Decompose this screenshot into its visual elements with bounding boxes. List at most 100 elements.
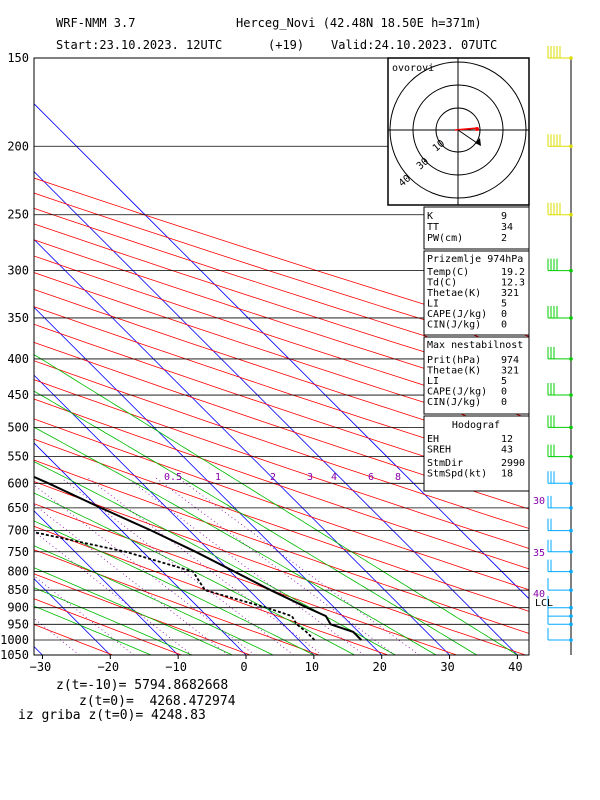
mixing-ratio-line bbox=[34, 484, 256, 655]
footer-line-2: z(t=0)= 4268.472974 bbox=[79, 694, 236, 709]
stability-panels: K 9 TT 34 PW(cm) 2 Prizemlje 974hPa Temp(C) 19.2… bbox=[423, 206, 530, 492]
max-unstable-1-label: Thetae(K) bbox=[427, 366, 481, 377]
temperature-axis: −30 −20 −10 0 10 20 30 40 bbox=[30, 655, 523, 674]
pressure-tick-label: 600 bbox=[7, 476, 29, 490]
temperature-tick-label: −10 bbox=[165, 660, 187, 674]
max-unstable-4-value: 0 bbox=[501, 397, 507, 408]
temperature-tick-label: 30 bbox=[440, 660, 454, 674]
surface-5-value: 0 bbox=[501, 320, 507, 331]
moist-adiabat-line bbox=[34, 492, 355, 655]
pressure-tick-label: 300 bbox=[7, 264, 29, 278]
hodo-param-0-label: EH bbox=[427, 434, 439, 445]
hodo-param-3-label: StmSpd(kt) bbox=[427, 469, 487, 480]
pressure-tick-label: 1050 bbox=[0, 648, 29, 662]
max-unstable-0-value: 974 bbox=[501, 355, 519, 366]
dry-adiabat-line bbox=[34, 549, 320, 655]
max-unstable-2-value: 5 bbox=[501, 376, 507, 387]
mixing-ratio-label: 8 bbox=[395, 472, 401, 483]
mixing-ratio-label: 0.5 bbox=[164, 472, 182, 483]
mixing-ratio-label: 2 bbox=[270, 472, 276, 483]
mixing-ratio-line bbox=[34, 504, 229, 655]
hodograph-title: ovorovi bbox=[392, 63, 434, 74]
pressure-tick-label: 150 bbox=[7, 51, 29, 65]
temperature-profile bbox=[34, 475, 363, 641]
lead-time: (+19) bbox=[268, 38, 304, 52]
max-unstable-1-value: 321 bbox=[501, 366, 519, 377]
pressure-tick-label: 1000 bbox=[0, 633, 29, 647]
isotherm-line bbox=[34, 171, 518, 655]
moist-adiabat-line bbox=[34, 545, 274, 655]
pressure-tick-label: 650 bbox=[7, 501, 29, 515]
model-title: WRF-NMM 3.7 bbox=[56, 16, 135, 30]
hodograph-panel: ovorovi 10 30 40 bbox=[387, 57, 530, 206]
isotherm-line bbox=[34, 238, 450, 655]
moist-adiabat-line bbox=[34, 390, 477, 655]
index-0-value: 9 bbox=[501, 211, 507, 222]
surface-1-value: 12.3 bbox=[501, 278, 525, 289]
hodo-param-3-value: 18 bbox=[501, 469, 513, 480]
pressure-tick-label: 400 bbox=[7, 352, 29, 366]
station-title: Herceg_Novi (42.48N 18.50E h=371m) bbox=[236, 16, 482, 30]
info-box bbox=[423, 415, 530, 492]
mixing-ratio-label: 3 bbox=[307, 472, 313, 483]
moist-adiabat-line bbox=[34, 605, 152, 655]
mixing-ratio-label: 6 bbox=[368, 472, 374, 483]
surface-5-label: CIN(J/kg) bbox=[427, 320, 481, 331]
mixing-ratio-line bbox=[178, 477, 420, 655]
pressure-tick-label: 250 bbox=[7, 208, 29, 222]
info-box bbox=[423, 250, 530, 336]
start-time: Start:23.10.2023. 12UTC bbox=[56, 38, 222, 52]
surface-panel-title: Prizemlje 974hPa bbox=[427, 254, 523, 265]
sounding-profiles bbox=[34, 475, 363, 641]
max-unstable-4-label: CIN(J/kg) bbox=[427, 397, 481, 408]
hodo-params-title: Hodograf bbox=[452, 420, 500, 431]
lcl-label: LCL bbox=[535, 598, 553, 609]
surface-4-value: 0 bbox=[501, 309, 507, 320]
wind-speed-label: 30 bbox=[533, 496, 545, 507]
pressure-tick-label: 900 bbox=[7, 601, 29, 615]
hodo-param-1-value: 43 bbox=[501, 445, 513, 456]
temperature-tick-label: 0 bbox=[240, 660, 247, 674]
hodo-param-2-label: StmDir bbox=[427, 458, 463, 469]
isotherm-line bbox=[34, 442, 247, 655]
pressure-tick-label: 950 bbox=[7, 617, 29, 631]
temperature-tick-label: 10 bbox=[305, 660, 319, 674]
max-unstable-2-label: LI bbox=[427, 376, 439, 387]
pressure-tick-label: 800 bbox=[7, 565, 29, 579]
pressure-axis: 150 200 250 300 350 400 450 500 550 600 650 700 750 8… bbox=[0, 51, 29, 662]
surface-0-label: Temp(C) bbox=[427, 267, 469, 278]
pressure-tick-label: 550 bbox=[7, 450, 29, 464]
max-unstable-3-value: 0 bbox=[501, 387, 507, 398]
pressure-tick-label: 700 bbox=[7, 524, 29, 538]
index-2-value: 2 bbox=[501, 233, 507, 244]
temperature-tick-label: −30 bbox=[30, 660, 52, 674]
moist-adiabat-line bbox=[34, 426, 437, 655]
info-box bbox=[423, 206, 530, 250]
pressure-tick-label: 450 bbox=[7, 388, 29, 402]
surface-2-value: 321 bbox=[501, 288, 519, 299]
moist-adiabat-line bbox=[34, 587, 192, 655]
wind-speed-label: 40 bbox=[533, 589, 545, 600]
pressure-tick-label: 750 bbox=[7, 545, 29, 559]
max-unstable-title: Max nestabilnost bbox=[427, 340, 523, 351]
temperature-tick-label: 40 bbox=[508, 660, 522, 674]
dewpoint-profile bbox=[34, 531, 316, 641]
isotherm-line bbox=[34, 306, 382, 655]
max-unstable-3-label: CAPE(J/kg) bbox=[427, 387, 487, 398]
moist-adiabat-line bbox=[34, 567, 233, 655]
surface-4-label: CAPE(J/kg) bbox=[427, 309, 487, 320]
index-1-value: 34 bbox=[501, 222, 513, 233]
footer-line-3: iz griba z(t=0)= 4248.83 bbox=[18, 708, 206, 723]
pressure-tick-label: 200 bbox=[7, 139, 29, 153]
surface-3-label: LI bbox=[427, 299, 439, 310]
index-2-label: PW(cm) bbox=[427, 233, 463, 244]
pressure-tick-label: 350 bbox=[7, 311, 29, 325]
surface-0-value: 19.2 bbox=[501, 267, 525, 278]
mixing-ratio-labels: 0.5 1 2 3 4 6 8 bbox=[164, 472, 401, 483]
hodograph-point bbox=[475, 127, 479, 131]
surface-1-label: Td(C) bbox=[427, 278, 457, 289]
pressure-tick-label: 500 bbox=[7, 420, 29, 434]
max-unstable-0-label: Prit(hPa) bbox=[427, 355, 481, 366]
